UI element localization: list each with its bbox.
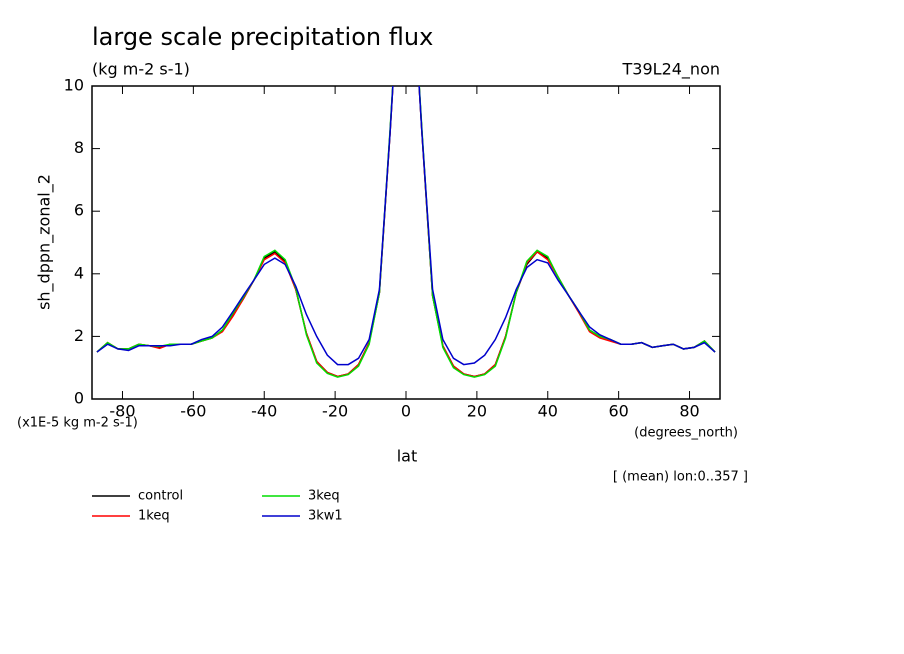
x-tick-label: 20 — [467, 402, 487, 421]
series-line — [96, 86, 716, 366]
series-line — [96, 86, 716, 378]
x-tick-label: -40 — [251, 402, 277, 421]
x-tick-label: -20 — [322, 402, 348, 421]
y-tick-label: 8 — [74, 138, 84, 157]
x-axis-label: lat — [397, 447, 418, 466]
series-line — [96, 86, 716, 378]
legend-label: 3kw1 — [308, 509, 343, 524]
y-tick-label: 4 — [74, 263, 84, 282]
legend-label: control — [138, 489, 183, 504]
experiment-label: T39L24_non — [622, 60, 720, 80]
y-units: (x1E-5 kg m-2 s-1) — [17, 416, 138, 431]
x-tick-label: 0 — [401, 402, 411, 421]
x-units: (degrees_north) — [634, 426, 738, 441]
subtitle: (kg m-2 s-1) — [92, 60, 190, 79]
x-tick-label: 40 — [538, 402, 558, 421]
legend-label: 3keq — [308, 489, 340, 504]
chart-title: large scale precipitation flux — [92, 23, 433, 51]
legend-label: 1keq — [138, 509, 170, 524]
y-tick-label: 6 — [74, 201, 84, 220]
y-tick-label: 0 — [74, 389, 84, 408]
y-tick-label: 10 — [64, 76, 84, 95]
plot-area — [96, 86, 716, 378]
y-axis-label: sh_dppn_zonal_2 — [35, 174, 55, 310]
series-line — [96, 86, 716, 378]
note: [ (mean) lon:0..357 ] — [613, 470, 748, 485]
x-tick-label: -80 — [109, 402, 135, 421]
plot-frame — [91, 85, 721, 400]
x-tick-label: -60 — [180, 402, 206, 421]
x-tick-label: 60 — [608, 402, 628, 421]
y-tick-label: 2 — [74, 326, 84, 345]
x-tick-label: 80 — [679, 402, 699, 421]
